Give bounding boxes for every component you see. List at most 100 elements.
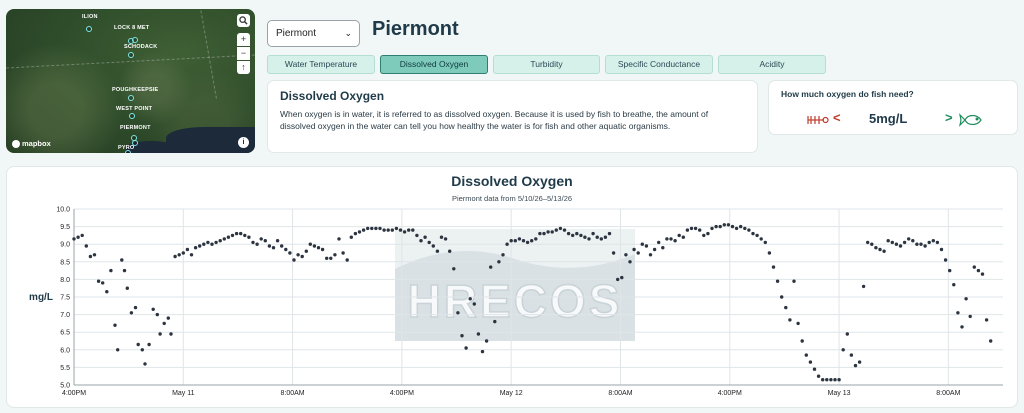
- station-marker[interactable]: [128, 52, 134, 58]
- dead-fish-icon: [807, 116, 829, 124]
- data-point: [763, 240, 767, 245]
- data-point: [591, 231, 595, 236]
- data-point: [247, 235, 251, 239]
- station-map[interactable]: ILION LOCK 8 MET SCHODACK POUGHKEEPSIE W…: [6, 9, 255, 153]
- data-point: [382, 228, 386, 232]
- data-point: [517, 237, 522, 241]
- data-point: [280, 244, 284, 248]
- compass-button[interactable]: ↑: [237, 61, 250, 74]
- tab-dissolved-oxygen[interactable]: Dissolved Oxygen: [380, 55, 488, 74]
- data-point: [456, 311, 460, 315]
- y-tick-label: 6.0: [60, 347, 70, 354]
- station-marker[interactable]: [86, 26, 92, 32]
- info-icon[interactable]: i: [238, 137, 249, 148]
- data-point: [784, 305, 788, 310]
- data-point: [722, 223, 726, 227]
- y-tick-label: 8.5: [60, 259, 70, 266]
- search-icon: [239, 16, 248, 25]
- data-point: [980, 272, 985, 276]
- data-point: [296, 253, 300, 257]
- data-point: [849, 353, 854, 357]
- map-search-button[interactable]: [237, 14, 250, 27]
- data-point: [329, 256, 333, 260]
- data-point: [546, 230, 550, 234]
- mapbox-logo[interactable]: mapbox: [12, 139, 51, 148]
- data-point: [476, 332, 481, 336]
- data-point: [116, 348, 120, 352]
- tab-specific-conductance[interactable]: Specific Conductance: [605, 55, 713, 74]
- data-point: [431, 244, 435, 248]
- data-point: [501, 253, 505, 257]
- info-card: Dissolved Oxygen When oxygen is in water…: [267, 80, 758, 153]
- data-point: [155, 312, 159, 317]
- data-point: [689, 226, 694, 231]
- fish-threshold-value: 5mg/L: [869, 111, 908, 126]
- data-point: [956, 311, 960, 315]
- data-point: [105, 290, 109, 294]
- data-point: [870, 242, 874, 246]
- data-point: [143, 362, 147, 366]
- data-point: [472, 302, 476, 306]
- data-point: [808, 360, 813, 364]
- station-marker[interactable]: [132, 140, 138, 146]
- data-point: [554, 228, 558, 232]
- station-marker[interactable]: [128, 95, 134, 101]
- data-point: [812, 367, 817, 371]
- data-point: [788, 318, 792, 322]
- page-title: Piermont: [372, 18, 459, 40]
- data-point: [288, 251, 292, 255]
- data-point: [169, 332, 173, 336]
- data-point: [439, 235, 444, 239]
- data-point: [509, 239, 513, 243]
- station-marker[interactable]: [132, 37, 138, 43]
- zoom-out-button[interactable]: −: [237, 47, 250, 60]
- data-point: [366, 226, 370, 231]
- data-point: [636, 251, 640, 255]
- data-point: [151, 307, 155, 311]
- data-point: [685, 228, 690, 232]
- data-point: [162, 321, 166, 326]
- data-point: [147, 342, 151, 347]
- data-point: [595, 235, 599, 239]
- y-tick-label: 9.0: [60, 242, 70, 249]
- data-point: [747, 228, 751, 232]
- data-point: [193, 246, 198, 250]
- data-point: [681, 235, 685, 239]
- data-point: [751, 231, 755, 236]
- chart-subtitle: Piermont data from 5/10/26–5/13/26: [451, 194, 573, 203]
- data-point: [989, 339, 993, 343]
- station-select[interactable]: Piermont ⌄: [267, 20, 360, 47]
- data-point: [452, 267, 456, 271]
- data-point: [386, 228, 390, 232]
- tab-acidity[interactable]: Acidity: [718, 55, 826, 74]
- data-point: [513, 239, 517, 243]
- chart-title: Dissolved Oxygen: [451, 173, 573, 189]
- data-point: [587, 237, 591, 241]
- data-point: [558, 226, 563, 231]
- data-point: [939, 247, 944, 252]
- data-point: [448, 249, 452, 253]
- data-point: [538, 231, 542, 236]
- station-marker[interactable]: [129, 113, 135, 119]
- tab-turbidity[interactable]: Turbidity: [493, 55, 600, 74]
- data-point: [948, 268, 952, 273]
- data-point: [624, 253, 628, 257]
- station-marker[interactable]: [125, 150, 131, 153]
- tab-water-temperature[interactable]: Water Temperature: [267, 55, 375, 74]
- data-point: [292, 258, 296, 262]
- data-point: [698, 228, 702, 232]
- data-point: [902, 240, 907, 245]
- station-select-value: Piermont: [276, 28, 317, 39]
- map-label: PYRO: [118, 145, 135, 151]
- data-point: [927, 240, 931, 245]
- data-point: [525, 240, 530, 245]
- zoom-in-button[interactable]: +: [237, 33, 250, 46]
- data-point: [189, 253, 194, 257]
- data-point: [821, 378, 825, 382]
- data-point: [964, 297, 968, 301]
- data-point: [407, 228, 411, 232]
- data-point: [583, 235, 587, 239]
- data-point: [542, 231, 546, 236]
- data-point: [226, 235, 231, 239]
- data-point: [185, 247, 190, 252]
